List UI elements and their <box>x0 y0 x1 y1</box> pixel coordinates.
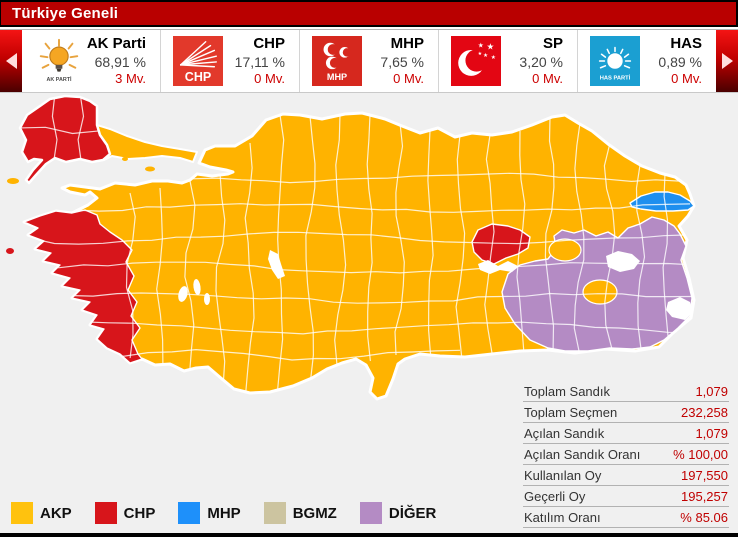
map-region-enclave-akp[interactable] <box>548 238 582 262</box>
legend-item-bgmz: BGMZ <box>263 502 337 524</box>
arrow-right-icon <box>721 53 733 69</box>
party-seats: 0 Mv. <box>671 70 702 86</box>
stats-value: % 100,00 <box>673 447 728 462</box>
party-seats: 3 Mv. <box>115 70 146 86</box>
arrow-left-icon <box>5 53 17 69</box>
chp-six-arrows-logo: CHP <box>173 36 223 86</box>
svg-text:★: ★ <box>478 51 482 57</box>
party-percent: 0,89 % <box>658 53 702 70</box>
map-region-istanbul-akp[interactable] <box>96 124 198 163</box>
has-sun-logo: HAS PARTİ <box>590 36 640 86</box>
title-bar: Türkiye Geneli <box>0 0 738 27</box>
svg-text:★: ★ <box>478 43 484 50</box>
party-name: AK Parti <box>86 35 146 53</box>
page-title: Türkiye Geneli <box>12 5 119 22</box>
stats-label: Geçerli Oy <box>524 489 586 504</box>
party-name: SP <box>542 35 563 53</box>
stats-label: Katılım Oranı <box>524 510 601 525</box>
map-region-enclave2-akp[interactable] <box>582 279 618 305</box>
legend-label: DİĞER <box>388 504 437 522</box>
stats-label: Toplam Seçmen <box>524 405 618 420</box>
stats-row: Geçerli Oy 195,257 <box>523 486 729 507</box>
akp-color-swatch <box>11 502 33 524</box>
stats-row: Kullanılan Oy 197,550 <box>523 465 729 486</box>
bottom-black-strip <box>0 533 738 537</box>
svg-text:HAS PARTİ: HAS PARTİ <box>600 74 631 81</box>
diger-color-swatch <box>359 502 382 524</box>
mhp-color-swatch <box>178 502 201 524</box>
legend-label: MHP <box>207 504 241 522</box>
map-region-aegean-chp[interactable] <box>23 209 143 364</box>
party-seats: 0 Mv. <box>254 70 285 86</box>
legend-label: CHP <box>123 504 156 522</box>
legend-item-chp: CHP <box>94 502 156 524</box>
legend-item-akp: AKP <box>11 502 72 524</box>
party-results-bar: AK PARTİ AK Parti 68,91 % 3 Mv. CHP CHP … <box>0 29 738 93</box>
party-block-mhp[interactable]: MHP MHP 7,65 % 0 Mv. <box>300 30 439 92</box>
legend-label: BGMZ <box>292 504 337 522</box>
party-block-akparti[interactable]: AK PARTİ AK Parti 68,91 % 3 Mv. <box>22 30 161 92</box>
turkey-choropleth-map[interactable] <box>0 93 738 537</box>
party-name: HAS <box>670 35 702 53</box>
map-legend: AKP CHP MHP BGMZ DİĞER <box>11 502 436 524</box>
akp-lightbulb-logo: AK PARTİ <box>34 36 84 86</box>
svg-text:★: ★ <box>487 41 495 51</box>
province-borders <box>27 114 694 394</box>
party-seats: 0 Mv. <box>532 70 563 86</box>
party-name: MHP <box>390 35 424 53</box>
legend-label: AKP <box>40 504 72 522</box>
scroll-right-button[interactable] <box>716 30 738 92</box>
mhp-three-crescents-logo: MHP <box>312 36 362 86</box>
map-region-tunceli-chp[interactable] <box>471 223 531 265</box>
stats-value: 195,257 <box>681 489 728 504</box>
party-block-sp[interactable]: ★ ★ ★ ★ ★ SP 3,20 % 0 Mv. <box>439 30 578 92</box>
party-block-has[interactable]: HAS PARTİ HAS 0,89 % 0 Mv. <box>578 30 716 92</box>
stats-row: Toplam Sandık 1,079 <box>523 381 729 402</box>
stats-value: % 85.06 <box>680 510 728 525</box>
map-region-igdir-mhp[interactable] <box>629 191 695 212</box>
map-region-thrace-chp[interactable] <box>18 94 112 185</box>
islands <box>6 157 155 254</box>
chp-color-swatch <box>94 502 117 524</box>
party-percent: 3,20 % <box>519 53 563 70</box>
legend-item-mhp: MHP <box>178 502 241 524</box>
scroll-left-button[interactable] <box>0 30 22 92</box>
stats-row: Açılan Sandık Oranı % 100,00 <box>523 444 729 465</box>
stats-row: Açılan Sandık 1,079 <box>523 423 729 444</box>
sp-crescent-stars-logo: ★★ ★ ★ ★ <box>451 36 501 86</box>
stats-value: 1,079 <box>695 384 728 399</box>
stats-label: Açılan Sandık <box>524 426 605 441</box>
stats-label: Kullanılan Oy <box>524 468 602 483</box>
map-area: AKP CHP MHP BGMZ DİĞER Toplam Sandık 1,0… <box>0 93 738 537</box>
svg-text:★: ★ <box>483 52 488 59</box>
svg-text:MHP: MHP <box>327 72 347 82</box>
stats-value: 197,550 <box>681 468 728 483</box>
svg-text:★: ★ <box>491 54 496 61</box>
party-block-chp[interactable]: CHP CHP 17,11 % 0 Mv. <box>161 30 300 92</box>
stats-label: Toplam Sandık <box>524 384 610 399</box>
stats-table: Toplam Sandık 1,079 Toplam Seçmen 232,25… <box>523 381 729 528</box>
party-percent: 7,65 % <box>380 53 424 70</box>
party-name: CHP <box>253 35 285 53</box>
stats-value: 232,258 <box>681 405 728 420</box>
province-borders-thrace <box>20 96 101 164</box>
stats-row: Toplam Seçmen 232,258 <box>523 402 729 423</box>
lakes <box>178 250 693 320</box>
legend-item-diger: DİĞER <box>359 502 437 524</box>
svg-text:AK PARTİ: AK PARTİ <box>47 76 72 83</box>
party-seats: 0 Mv. <box>393 70 424 86</box>
party-percent: 68,91 % <box>94 53 146 70</box>
stats-row: Katılım Oranı % 85.06 <box>523 507 729 528</box>
party-percent: 17,11 % <box>234 53 285 70</box>
bgmz-color-swatch <box>263 502 286 524</box>
stats-label: Açılan Sandık Oranı <box>524 447 641 462</box>
svg-text:CHP: CHP <box>185 70 211 84</box>
stats-value: 1,079 <box>695 426 728 441</box>
